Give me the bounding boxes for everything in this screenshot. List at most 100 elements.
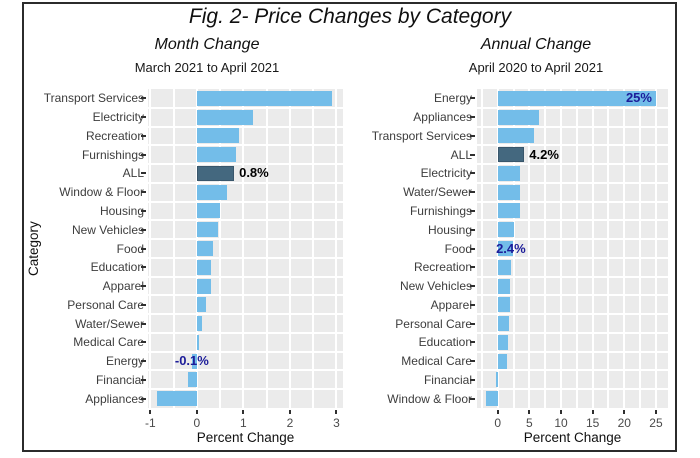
y-tick [470,397,475,400]
y-tick [470,97,475,100]
x-tick [242,410,245,414]
y-tick [141,191,146,194]
bar [497,259,511,275]
x-tick-label: -1 [144,416,156,430]
grid-major-line [288,89,291,408]
category-label: Food [116,241,144,256]
x-tick [623,410,626,414]
value-label: 4.2% [529,146,559,162]
grid-row-line [148,313,343,316]
highlighted-bar [196,165,235,181]
bar [196,316,202,332]
x-tick [528,410,531,414]
category-label: Housing [427,222,472,237]
grid-row-line [477,106,668,109]
grid-row-line [148,275,343,278]
bar [192,353,197,369]
x-tick-label: 3 [333,416,340,430]
bar [497,128,535,144]
y-tick [470,341,475,344]
x-tick-label: 10 [554,416,568,430]
x-tick [335,410,338,414]
figure-title: Fig. 2- Price Changes by Category [188,5,512,28]
grid-minor-line [219,89,222,408]
category-label: Personal Care [67,297,144,312]
category-label: Medical Care [73,335,144,350]
y-tick [141,228,146,231]
grid-major-line [560,89,562,408]
bar [196,278,211,294]
y-tick [470,285,475,288]
bar [196,259,211,275]
category-label: Window & Floor [59,185,144,200]
x-axis-title: Percent Change [523,430,622,445]
x-tick-label: 20 [617,416,631,430]
category-label: Window & Floor [387,391,472,406]
category-label: Water/Sewer [403,185,472,200]
grid-major-line [591,89,594,408]
bar [196,203,221,219]
grid-row-line [148,350,343,353]
panel-subtitle: April 2020 to April 2021 [468,60,604,75]
category-label: ALL [122,166,144,181]
category-label: Appliances [413,110,472,125]
grid-row-line [477,388,668,391]
bar [497,109,539,125]
category-label: Food [444,241,472,256]
x-tick [654,410,657,414]
bar [196,128,239,144]
grid-major-line [528,89,531,408]
grid-minor-line [544,89,547,408]
value-label: 2.4% [496,240,526,256]
x-axis-title: Percent Change [196,430,295,445]
grid-row-line [148,106,343,109]
bar [196,184,228,200]
x-tick [149,410,152,414]
category-label: Furnishings [409,203,472,218]
grid-row-line [477,313,668,316]
y-tick [141,397,146,400]
y-tick [470,303,475,306]
y-tick [141,247,146,250]
bar [196,222,218,238]
grid-minor-line [639,89,642,408]
bar [187,372,197,388]
category-label: Appliances [85,391,144,406]
bar [497,90,656,106]
grid-row-line [477,125,668,128]
grid-minor-line [575,89,578,408]
category-label: Energy [105,354,144,369]
grid-row-line [148,388,343,391]
y-tick [470,228,475,231]
y-tick [470,322,475,325]
y-tick [470,116,475,119]
grid-minor-line [265,89,268,408]
grid-row-line [148,256,343,259]
x-tick [560,410,562,414]
category-label: Personal Care [395,316,472,331]
category-label: Financial [423,372,472,387]
y-tick [470,172,475,175]
bar [496,372,498,388]
bar [497,297,511,313]
bar [497,165,521,181]
category-label: New Vehicles [71,222,144,237]
grid-minor-line [512,89,515,408]
category-label: Financial [95,372,144,387]
category-label: Recreation [85,128,144,143]
grid-row-line [477,238,668,241]
grid-major-line [623,89,626,408]
y-tick [470,209,475,212]
y-tick [141,341,146,344]
category-label: Electricity [92,110,144,125]
y-tick [141,172,146,175]
grid-row-line [477,350,668,353]
grid-minor-line [172,89,175,408]
value-label: 25% [625,90,652,106]
bar [157,391,197,407]
category-label: Apparel [102,279,144,294]
grid-row-line [148,163,343,166]
grid-major-line [149,89,152,408]
y-tick [141,303,146,306]
